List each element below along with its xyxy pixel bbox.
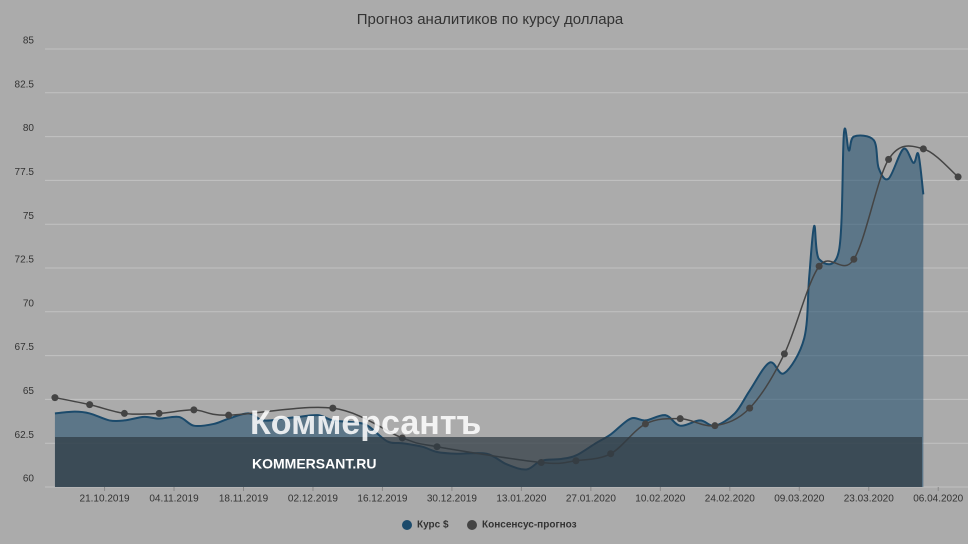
y-tick-label: 62.5: [15, 430, 35, 441]
x-tick-label: 10.02.2020: [635, 494, 685, 505]
point: [329, 404, 337, 412]
x-tick-label: 30.12.2019: [427, 494, 477, 505]
point: [676, 415, 684, 423]
point: [51, 394, 59, 402]
point: [711, 422, 719, 430]
y-tick-label: 80: [23, 123, 35, 134]
x-tick-label: 18.11.2019: [219, 494, 269, 505]
y-tick-label: 82.5: [15, 79, 35, 90]
watermark-logo: Коммерсантъ: [250, 404, 481, 442]
y-tick-label: 67.5: [15, 342, 35, 353]
x-tick-label: 09.03.2020: [774, 494, 824, 505]
point: [155, 409, 163, 417]
x-tick-label: 21.10.2019: [80, 494, 130, 505]
point: [746, 404, 754, 412]
point: [86, 401, 94, 409]
point: [190, 406, 198, 414]
point: [641, 420, 649, 428]
point: [919, 145, 927, 153]
y-tick-label: 70: [23, 298, 35, 309]
y-tick-label: 77.5: [15, 167, 35, 178]
point: [954, 173, 962, 181]
point: [120, 409, 128, 417]
point: [780, 350, 788, 358]
legend-marker: [467, 520, 477, 530]
x-tick-label: 27.01.2020: [566, 494, 616, 505]
legend-label: Консенсус-прогноз: [482, 520, 577, 531]
watermark-band: [55, 437, 922, 487]
point: [885, 155, 893, 163]
x-tick-label: 16.12.2019: [357, 494, 407, 505]
y-tick-label: 60: [23, 474, 35, 485]
x-tick-label: 04.11.2019: [149, 494, 199, 505]
point: [850, 255, 858, 263]
legend-marker: [402, 520, 412, 530]
x-tick-label: 23.03.2020: [844, 494, 894, 505]
y-tick-label: 75: [23, 211, 35, 222]
y-tick-label: 65: [23, 386, 35, 397]
y-tick-label: 72.5: [15, 255, 35, 266]
x-tick-label: 02.12.2019: [288, 494, 338, 505]
watermark-url: KOMMERSANT.RU: [252, 456, 376, 472]
point: [815, 262, 823, 270]
point: [225, 411, 233, 419]
chart-title: Прогноз аналитиков по курсу доллара: [357, 11, 624, 28]
y-tick-label: 85: [23, 36, 35, 47]
x-tick-label: 24.02.2020: [705, 494, 755, 505]
legend: Курс $ Консенсус-прогноз: [402, 520, 577, 531]
legend-label: Курс $: [417, 520, 449, 531]
x-tick-label: 13.01.2020: [496, 494, 546, 505]
x-tick-label: 06.04.2020: [913, 494, 963, 505]
